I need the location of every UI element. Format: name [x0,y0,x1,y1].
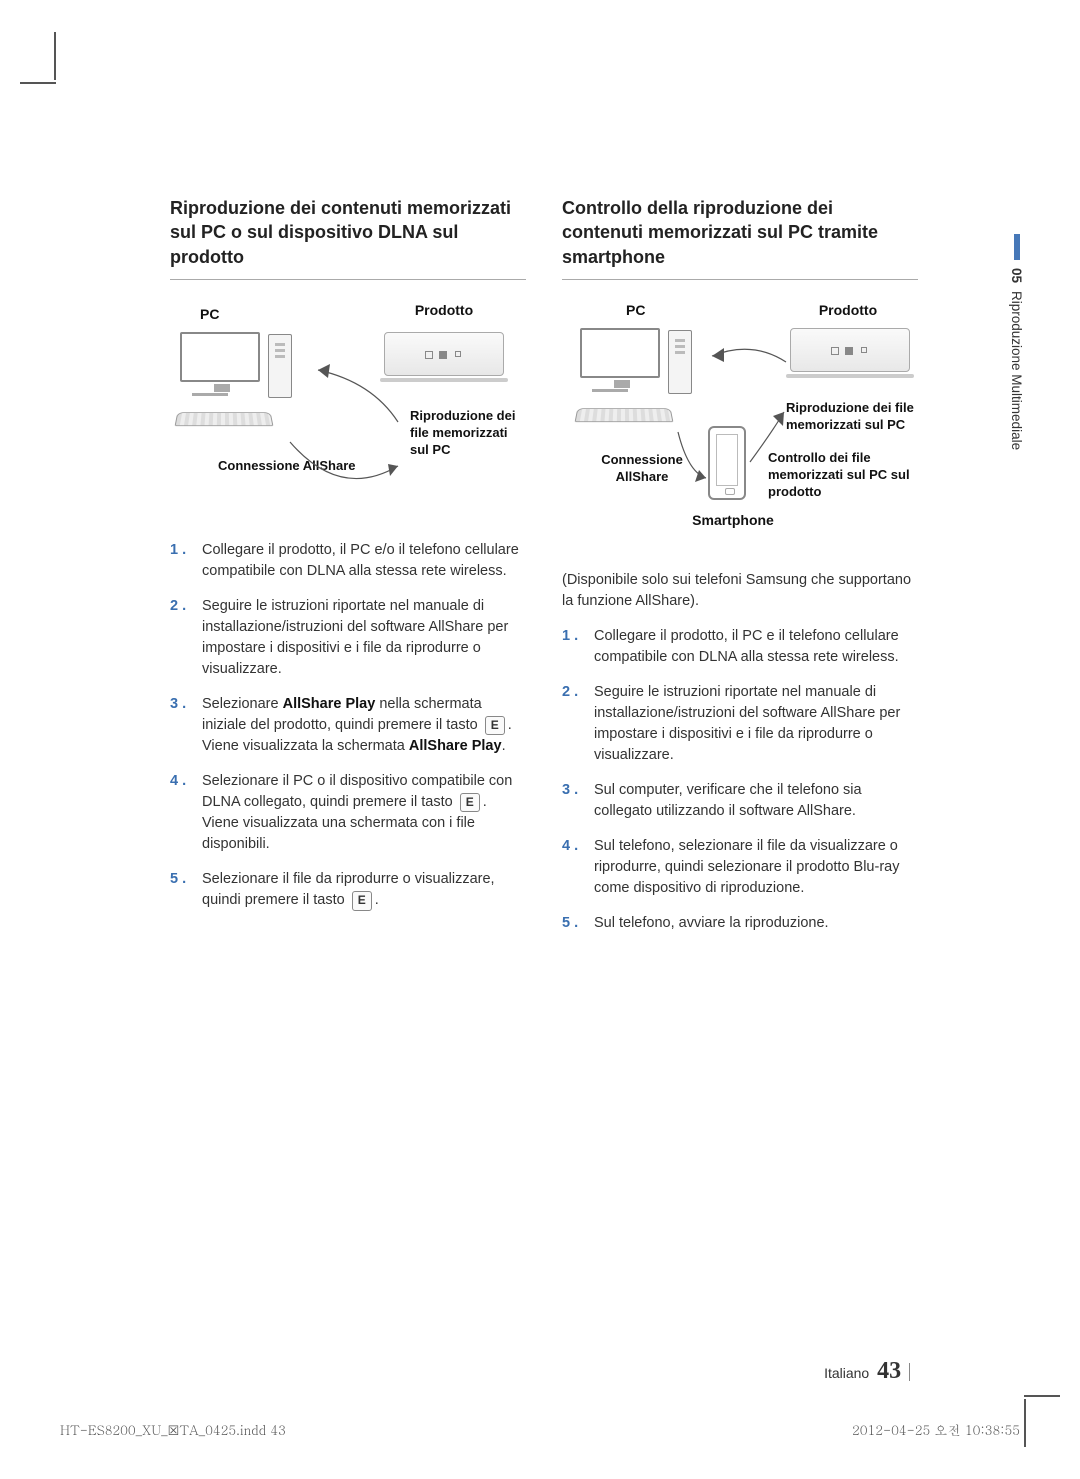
list-item: Seguire le istruzioni riportate nel manu… [170,596,526,680]
step-text: Collegare il prodotto, il PC e/o il tele… [202,540,526,582]
footer-page: 43 [877,1358,901,1384]
step-text: Selezionare AllShare Play nella schermat… [202,694,526,757]
footer-lang: Italiano [824,1365,869,1381]
right-section-title: Controllo della riproduzione dei contenu… [562,196,918,280]
left-steps: Collegare il prodotto, il PC e/o il tele… [170,540,526,911]
crop-mark [1024,1399,1026,1447]
side-tab: 05 Riproduzione Multimediale [1009,234,1024,450]
list-item: Sul telefono, selezionare il file da vis… [562,836,918,899]
crop-mark [1024,1395,1060,1397]
indd-left: HT-ES8200_XU_☒TA_0425.indd 43 [60,1420,286,1439]
right-diagram: PC Prodotto Connessione AllShare Smartph… [562,302,918,552]
list-item: Sul telefono, avviare la riproduzione. [562,913,918,934]
list-item: Collegare il prodotto, il PC e/o il tele… [170,540,526,582]
side-tab-label: Riproduzione Multimediale [1009,291,1024,450]
list-item: Selezionare il file da riprodurre o visu… [170,869,526,911]
right-note: (Disponibile solo sui telefoni Samsung c… [562,570,918,612]
footer-bar [909,1363,910,1381]
crop-mark [54,32,56,80]
left-diagram: PC Prodotto Riproduzione dei file memori… [170,302,526,522]
indd-right: 2012-04-25 오전 10:38:55 [852,1420,1020,1439]
step-text: Collegare il prodotto, il PC e il telefo… [594,626,918,668]
list-item: Sul computer, verificare che il telefono… [562,780,918,822]
step-text: Selezionare il PC o il dispositivo compa… [202,771,526,855]
left-column: Riproduzione dei contenuti memorizzati s… [170,196,526,948]
page-footer: Italiano 43 [824,1358,910,1385]
step-text: Sul telefono, avviare la riproduzione. [594,913,918,934]
list-item: Selezionare AllShare Play nella schermat… [170,694,526,757]
step-text: Sul computer, verificare che il telefono… [594,780,918,822]
right-steps: Collegare il prodotto, il PC e il telefo… [562,626,918,934]
left-section-title: Riproduzione dei contenuti memorizzati s… [170,196,526,280]
step-text: Seguire le istruzioni riportate nel manu… [594,682,918,766]
right-arrows [562,302,918,552]
list-item: Collegare il prodotto, il PC e il telefo… [562,626,918,668]
side-tab-number: 05 [1009,268,1024,283]
step-text: Sul telefono, selezionare il file da vis… [594,836,918,899]
list-item: Selezionare il PC o il dispositivo compa… [170,771,526,855]
step-text: Seguire le istruzioni riportate nel manu… [202,596,526,680]
step-text: Selezionare il file da riprodurre o visu… [202,869,526,911]
crop-mark [20,82,56,84]
left-arrows [170,302,526,522]
right-column: Controllo della riproduzione dei contenu… [562,196,918,948]
side-tab-chip [1014,234,1020,260]
list-item: Seguire le istruzioni riportate nel manu… [562,682,918,766]
